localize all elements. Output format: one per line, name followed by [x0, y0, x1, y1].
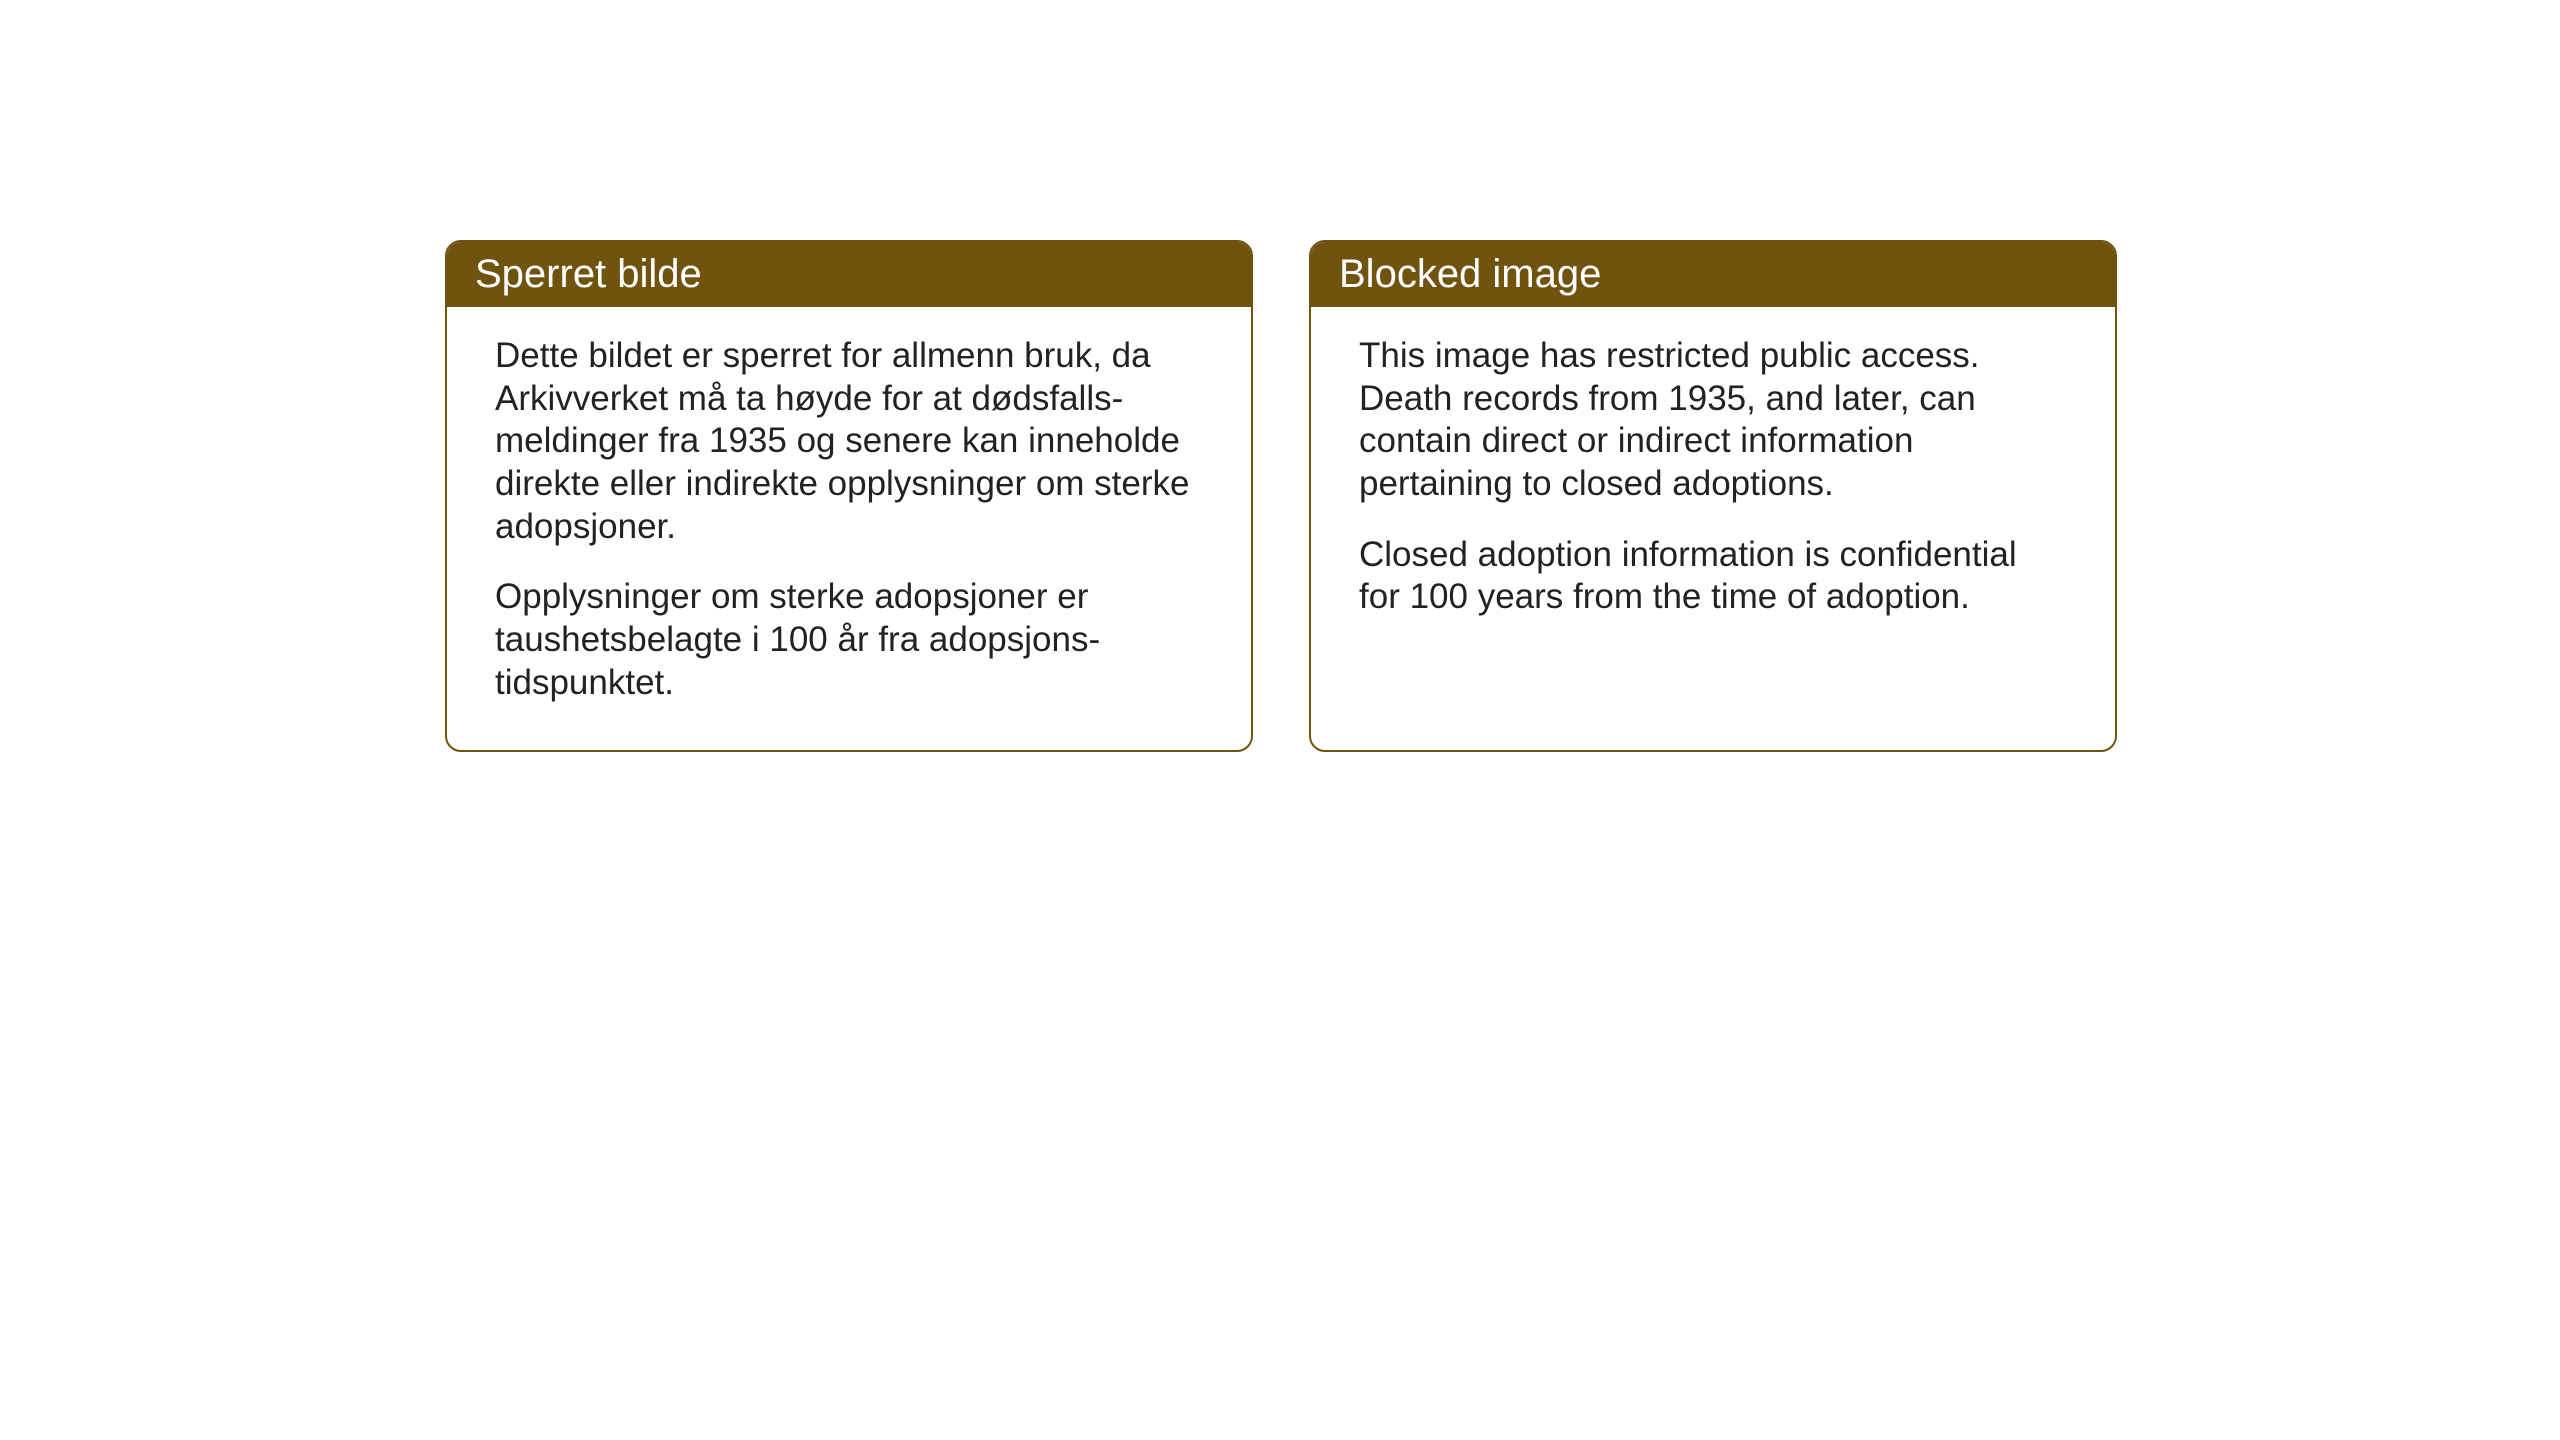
card-header-norwegian: Sperret bilde [447, 242, 1251, 307]
card-title-norwegian: Sperret bilde [475, 252, 702, 296]
card-paragraph-1-norwegian: Dette bildet er sperret for allmenn bruk… [495, 335, 1203, 548]
card-paragraph-2-norwegian: Opplysninger om sterke adopsjoner er tau… [495, 576, 1203, 704]
notice-card-norwegian: Sperret bilde Dette bildet er sperret fo… [445, 240, 1253, 752]
card-title-english: Blocked image [1339, 252, 1601, 296]
notice-container: Sperret bilde Dette bildet er sperret fo… [445, 240, 2117, 752]
card-body-norwegian: Dette bildet er sperret for allmenn bruk… [447, 307, 1251, 745]
notice-card-english: Blocked image This image has restricted … [1309, 240, 2117, 752]
card-body-english: This image has restricted public access.… [1311, 307, 2115, 659]
card-header-english: Blocked image [1311, 242, 2115, 307]
card-paragraph-2-english: Closed adoption information is confident… [1359, 534, 2067, 619]
card-paragraph-1-english: This image has restricted public access.… [1359, 335, 2067, 506]
